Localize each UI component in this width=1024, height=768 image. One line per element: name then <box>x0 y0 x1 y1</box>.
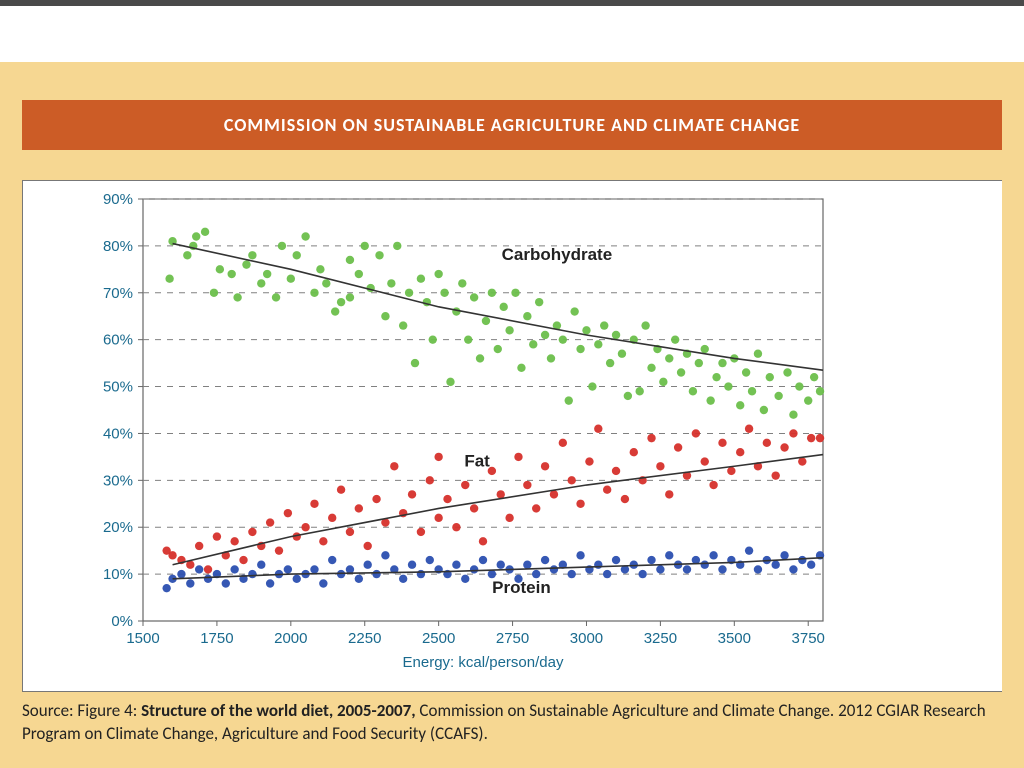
scatter-chart: 0% 10% 20% 30% 40% 50% 60% 70% 80% 90% 1500 1750 200… <box>23 181 1002 691</box>
svg-text:3000: 3000 <box>570 630 603 647</box>
svg-text:70%: 70% <box>103 285 133 302</box>
svg-text:1750: 1750 <box>200 630 233 647</box>
svg-text:2250: 2250 <box>348 630 381 647</box>
svg-text:20%: 20% <box>103 519 133 536</box>
svg-text:0%: 0% <box>111 613 133 630</box>
svg-text:3500: 3500 <box>718 630 751 647</box>
top-white-strip <box>0 6 1024 62</box>
svg-text:1500: 1500 <box>126 630 159 647</box>
svg-text:80%: 80% <box>103 238 133 255</box>
svg-text:60%: 60% <box>103 332 133 349</box>
title-banner: COMMISSION ON SUSTAINABLE AGRICULTURE AN… <box>22 100 1002 150</box>
chart-panel: 0% 10% 20% 30% 40% 50% 60% 70% 80% 90% 1500 1750 200… <box>22 180 1002 692</box>
svg-text:50%: 50% <box>103 379 133 396</box>
svg-text:Protein: Protein <box>492 578 551 597</box>
svg-text:3750: 3750 <box>792 630 825 647</box>
svg-text:30%: 30% <box>103 472 133 489</box>
slide: COMMISSION ON SUSTAINABLE AGRICULTURE AN… <box>0 0 1024 768</box>
svg-text:Carbohydrate: Carbohydrate <box>502 245 613 264</box>
svg-text:Fat: Fat <box>464 451 490 470</box>
caption-bold: Structure of the world diet, 2005-2007, <box>141 700 419 721</box>
svg-text:2000: 2000 <box>274 630 307 647</box>
svg-text:10%: 10% <box>103 566 133 583</box>
svg-text:2750: 2750 <box>496 630 529 647</box>
svg-text:40%: 40% <box>103 425 133 442</box>
svg-text:3250: 3250 <box>644 630 677 647</box>
svg-text:Energy: kcal/person/day: Energy: kcal/person/day <box>403 654 564 671</box>
svg-text:2500: 2500 <box>422 630 455 647</box>
source-caption: Source: Figure 4: Structure of the world… <box>22 700 1002 746</box>
caption-prefix: Source: Figure 4: <box>22 700 141 721</box>
svg-text:90%: 90% <box>103 191 133 208</box>
